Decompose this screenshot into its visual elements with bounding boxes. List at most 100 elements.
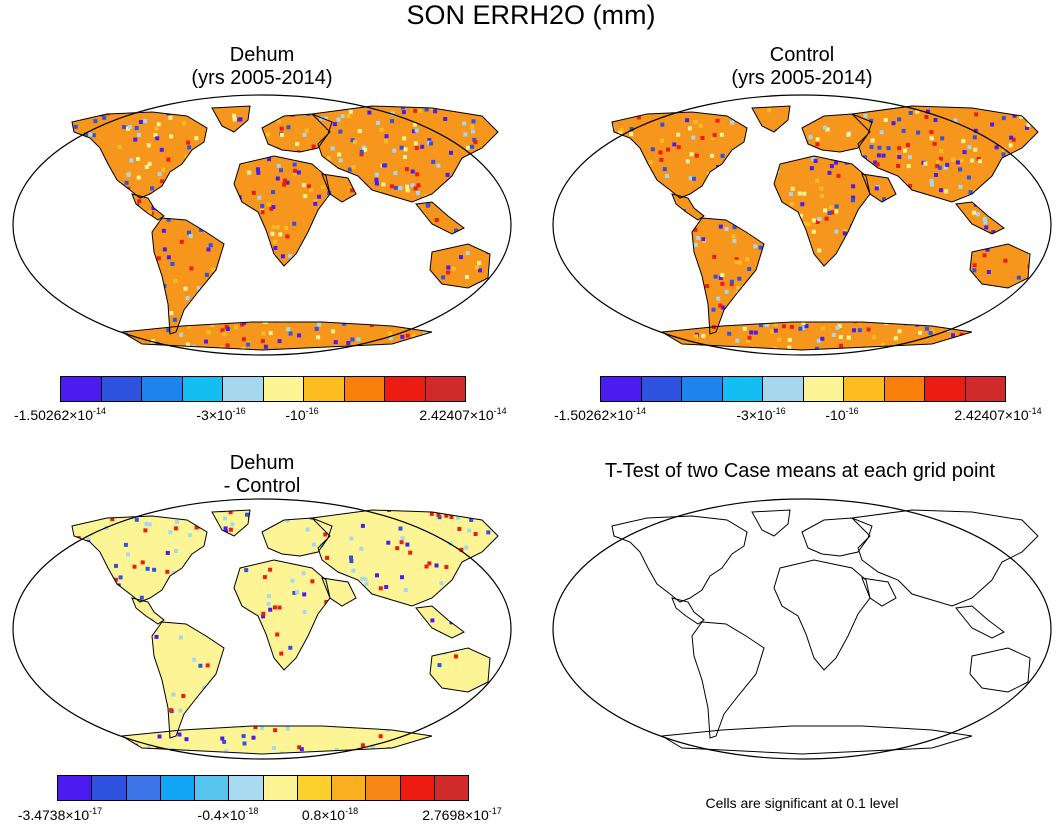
grid-cell (194, 116, 199, 121)
grid-cell (304, 504, 308, 508)
grid-cell (462, 239, 467, 244)
grid-cell (357, 129, 362, 133)
grid-cell (1001, 160, 1005, 165)
grid-cell (696, 236, 701, 240)
grid-cell (92, 730, 97, 735)
grid-cell (487, 95, 491, 99)
grid-cell (1041, 244, 1045, 248)
grid-cell (97, 302, 101, 307)
grid-cell (472, 137, 477, 142)
grid-cell (268, 567, 273, 572)
grid-cell (250, 517, 255, 522)
grid-cell (185, 342, 190, 347)
grid-cell (383, 288, 388, 293)
grid-cell (403, 155, 407, 159)
grid-cell (419, 271, 424, 276)
grid-cell (584, 165, 588, 169)
grid-cell (830, 210, 835, 215)
grid-cell (318, 671, 323, 676)
landmass-greenland (751, 509, 791, 537)
grid-cell (313, 665, 318, 670)
grid-cell (696, 319, 701, 324)
landmass-antarctica (122, 322, 432, 350)
grid-cell (935, 349, 940, 350)
grid-cell (921, 301, 926, 306)
grid-cell (583, 128, 587, 132)
grid-cell (150, 709, 155, 714)
grid-cell (619, 128, 624, 133)
colorbar-swatch (884, 377, 925, 401)
grid-cell (80, 137, 85, 142)
grid-cell (344, 278, 349, 283)
grid-cell (499, 141, 503, 145)
grid-cell (340, 611, 345, 616)
grid-cell (1008, 327, 1013, 332)
grid-cell (224, 324, 229, 329)
grid-cell (147, 161, 152, 166)
grid-cell (866, 327, 871, 332)
grid-cell (247, 170, 252, 175)
grid-cell (251, 735, 256, 740)
coastline-south-america (151, 621, 225, 739)
grid-cell (434, 305, 439, 310)
grid-cell (147, 210, 152, 215)
grid-cell (568, 321, 572, 325)
grid-cell (683, 296, 688, 301)
grid-cell (631, 95, 635, 99)
grid-cell (704, 186, 709, 191)
grid-cell (95, 739, 100, 744)
grid-cell (401, 110, 406, 115)
grid-cell (772, 272, 777, 277)
grid-cell (870, 138, 875, 143)
grid-cell (503, 585, 507, 589)
grid-cell (266, 132, 271, 137)
grid-cell (459, 622, 464, 627)
grid-cell (589, 158, 593, 162)
grid-cell (411, 333, 416, 338)
grid-cell (392, 148, 397, 153)
grid-cell (1037, 205, 1038, 210)
grid-cell (308, 187, 313, 192)
grid-cell (186, 178, 191, 183)
grid-cell (309, 703, 314, 708)
grid-cell (753, 139, 758, 143)
grid-cell (575, 108, 579, 112)
grid-cell (511, 512, 512, 516)
grid-cell (129, 270, 134, 275)
grid-cell (119, 193, 124, 198)
grid-cell (182, 587, 186, 592)
grid-cell (905, 235, 910, 240)
grid-cell (869, 306, 874, 311)
grid-cell (313, 201, 318, 206)
grid-cell (566, 248, 570, 252)
grid-cell (39, 219, 43, 223)
grid-cell (375, 573, 379, 578)
grid-cell (604, 315, 608, 319)
grid-cell (203, 302, 208, 306)
grid-cell (557, 149, 561, 153)
grid-cell (772, 98, 776, 102)
grid-cell (230, 522, 235, 527)
grid-cell (395, 305, 400, 310)
grid-cell (982, 253, 987, 258)
grid-cell (869, 315, 874, 320)
grid-cell (862, 354, 866, 357)
grid-cell (168, 115, 173, 120)
grid-cell (179, 332, 184, 337)
grid-cell (1007, 324, 1012, 329)
grid-cell (616, 339, 621, 344)
grid-cell (758, 199, 763, 204)
grid-cell (693, 120, 698, 124)
grid-cell (269, 146, 274, 151)
grid-cell (263, 344, 268, 349)
grid-cell (481, 306, 486, 311)
grid-cell (782, 324, 786, 329)
grid-cell (819, 293, 824, 297)
grid-cell (556, 155, 560, 159)
grid-cell (668, 227, 673, 232)
grid-cell (1007, 351, 1011, 355)
grid-cell (98, 222, 103, 227)
grid-cell (507, 267, 511, 271)
grid-cell (845, 151, 850, 156)
grid-cell (1017, 343, 1022, 348)
